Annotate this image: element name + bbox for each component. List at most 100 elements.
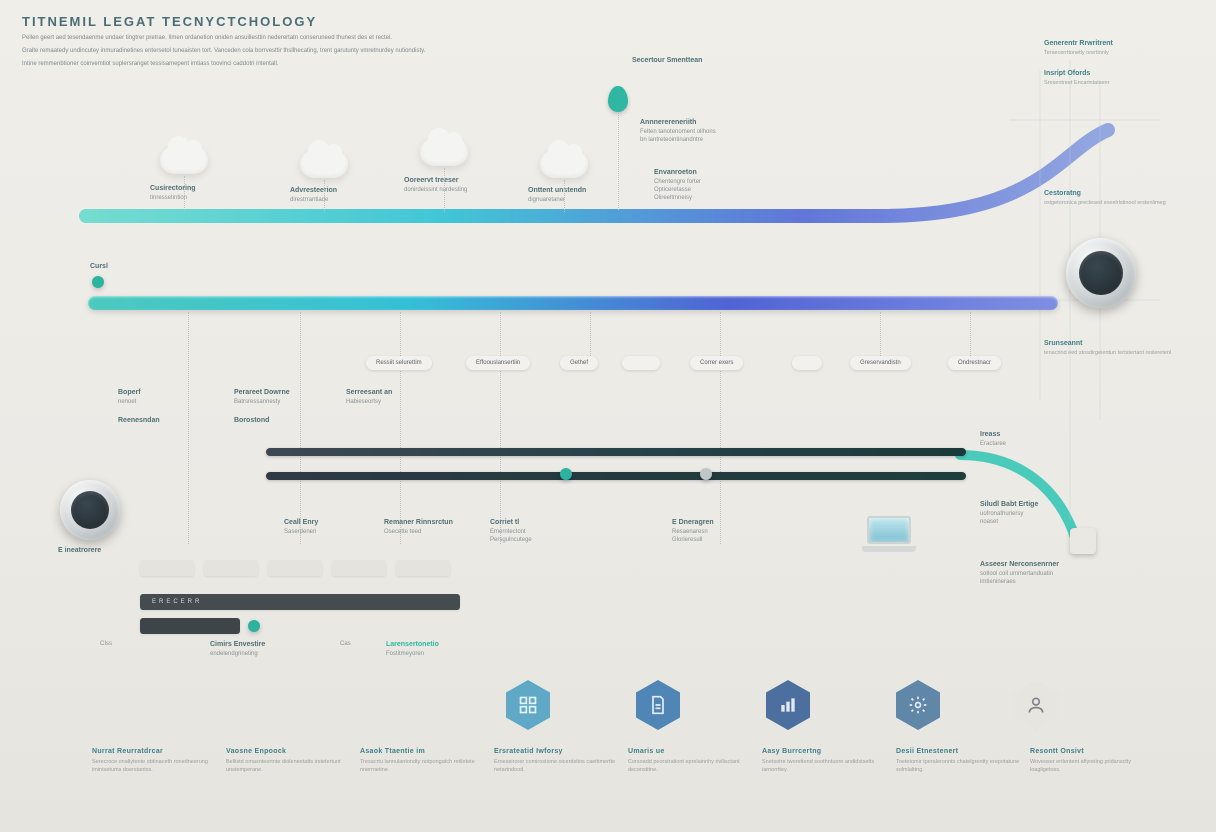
- hex-badge-bars-icon: [766, 680, 810, 730]
- footer-col: Nurrat Reurratdrcar Serecroce onallytent…: [92, 748, 216, 774]
- sidebar-heading: Insript Ofords: [1044, 70, 1194, 77]
- connector-line: [184, 176, 185, 212]
- cloud-icon: [160, 146, 208, 174]
- chip-caption: Larensertonetio: [386, 640, 439, 649]
- cloud-icon: [300, 150, 348, 178]
- annotation-sub: Felten tanotenoment ollhons: [640, 128, 716, 136]
- chip-caption: Cimirs Envestire: [210, 640, 265, 649]
- chip-caption: Fostitmeyoren: [386, 650, 424, 658]
- mid-label: Boperf: [118, 388, 141, 397]
- right-label: Ireass: [980, 430, 1000, 439]
- chip-bar: [140, 618, 240, 634]
- data-chip: [332, 560, 386, 576]
- right-sub: Eractaree: [980, 440, 1006, 448]
- footer-heading: Asaok Ttaentie im: [360, 748, 484, 755]
- section-sub: Resaenaresn: [672, 528, 708, 536]
- footer-text: Woveoser ertlentent aflyreting pridansct…: [1030, 759, 1154, 774]
- sidebar-heading: Generentr Rrwritrent: [1044, 40, 1194, 47]
- tag-pill: Ondrestnacr: [948, 356, 1001, 370]
- section-sub: Osecette teed: [384, 528, 421, 536]
- tag-pill: Effoouslansertiin: [466, 356, 530, 370]
- sidebar-text: Tersecerrttonetly orertinnly: [1044, 50, 1194, 58]
- start-label: Cursl: [90, 262, 108, 271]
- device-label: E ineatrorere: [58, 546, 101, 555]
- footer-col: Umaris ue Corsoadd peorstrationt eprelai…: [628, 748, 752, 774]
- annotation-sub: Olireeltmneisy: [654, 194, 692, 202]
- footer-text: Erneasirorer comirostione oicerdstios ca…: [494, 759, 618, 774]
- cloud-label: Cusirectoring: [150, 184, 196, 193]
- section-label: Ceall Enry: [284, 518, 318, 527]
- sidebar-text: Sresentreet Encarintatsenr: [1044, 80, 1194, 88]
- timeline-bar-main: [88, 296, 1058, 310]
- footer-text: Serecroce onallytente obtinaceth ronedne…: [92, 759, 216, 774]
- lens-device-icon: [1066, 238, 1136, 308]
- section-sub: Emerntectont: [490, 528, 526, 536]
- cloud-sub: donirdeissint nardesting: [404, 186, 467, 194]
- dot-icon: [92, 276, 104, 288]
- annotation-heading: Envanroeton: [654, 168, 697, 177]
- sidebar-block: Generentr Rrwritrent Tersecerrttonetly o…: [1044, 40, 1194, 68]
- dot-icon: [700, 468, 712, 480]
- laptop-icon: [862, 516, 916, 552]
- hex-badge-doc-icon: [636, 680, 680, 730]
- hex-badge-gear-icon: [896, 680, 940, 730]
- annotation-sub: Opticeretasse: [654, 186, 691, 194]
- connector-line: [970, 312, 971, 356]
- intro-block: Pellen geert aed tesendaenme undaer ting…: [22, 34, 562, 73]
- cloud-label: Advresteerion: [290, 186, 337, 195]
- device-cube-icon: [1070, 528, 1096, 554]
- section-label: Remaner Rinnsrctun: [384, 518, 453, 527]
- cloud-sub: dignuaretaner: [528, 196, 565, 204]
- right-label: Asseesr Nerconsenrner: [980, 560, 1059, 569]
- connector-line: [880, 312, 881, 356]
- footer-col: Ersrateatid Iwforsy Erneasirorer comiros…: [494, 748, 618, 774]
- intro-line: Intine remmenbtioner coinvemtiot suplers…: [22, 60, 562, 69]
- mid-sub: Habieseortsy: [346, 398, 381, 406]
- cloud-label: Ooreervt treeser: [404, 176, 458, 185]
- sidebar-block: Cestoratng osigetoronica preclesed sneel…: [1044, 190, 1194, 218]
- cloud-icon: [540, 150, 588, 178]
- chip-bar: ERECERR: [140, 594, 460, 610]
- footer-heading: Desii Etnestenert: [896, 748, 1020, 755]
- cloud-label: Onttent unstendn: [528, 186, 586, 195]
- page-title: TITNEMIL LEGAT TECNYCTCHOLOGY: [22, 14, 317, 29]
- mid-label: Serreesant an: [346, 388, 392, 397]
- footer-heading: Umaris ue: [628, 748, 752, 755]
- footer-col: Vaosne Enpoock Bellistd omasnteertnte di…: [226, 748, 350, 774]
- dot-icon: [248, 620, 260, 632]
- connector-line: [188, 312, 189, 544]
- tag-pill: [622, 356, 660, 370]
- connector-line: [300, 312, 301, 544]
- tag-pill: Gethef: [560, 356, 598, 370]
- annotation-sub: Chentengre forter: [654, 178, 701, 186]
- section-label: E Dneragren: [672, 518, 714, 527]
- section-sub: Persgulncutege: [490, 536, 532, 544]
- mid-sub: Batrsressannesty: [234, 398, 280, 406]
- right-sub: uofronathuriersy: [980, 510, 1023, 518]
- mid-label: Reenesndan: [118, 416, 160, 425]
- footer-text: Bellistd omasnteertnte dioleneetatts irs…: [226, 759, 350, 774]
- connector-line: [720, 312, 721, 544]
- marker-drop-icon: [608, 86, 628, 112]
- data-chip: [396, 560, 450, 576]
- dot-icon: [560, 468, 572, 480]
- footer-heading: Vaosne Enpoock: [226, 748, 350, 755]
- chip-caption: CIss: [100, 640, 112, 648]
- lens-device-icon: [60, 480, 120, 540]
- connector-line: [564, 180, 565, 212]
- sidebar-heading: Srunseannt: [1044, 340, 1194, 347]
- marker-label: Secertour Smenttean: [632, 56, 702, 65]
- timeline-bar-secondary: [266, 448, 966, 456]
- connector-line: [444, 168, 445, 212]
- footer-text: Toetetomir tperaleronnts chatelgrentty e…: [896, 759, 1020, 774]
- right-sub: imtienineraes: [980, 578, 1016, 586]
- footer-heading: Ersrateatid Iwforsy: [494, 748, 618, 755]
- footer-col: Desii Etnestenert Toetetomir tperaleronn…: [896, 748, 1020, 774]
- annotation-sub: bn lantreteointinandntre: [640, 136, 703, 144]
- footer-heading: Nurrat Reurratdrcar: [92, 748, 216, 755]
- chip-caption: Cas: [340, 640, 351, 648]
- tag-pill: [792, 356, 822, 370]
- right-sub: sotlool coll ummertanduatin: [980, 570, 1053, 578]
- chip-caption: endelendgrineting: [210, 650, 258, 658]
- connector-line: [400, 312, 401, 544]
